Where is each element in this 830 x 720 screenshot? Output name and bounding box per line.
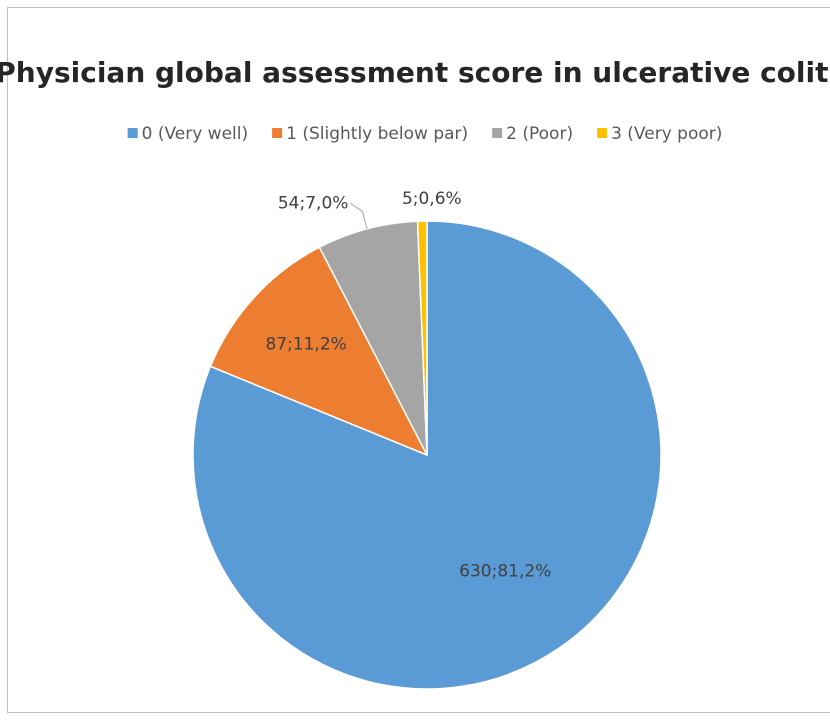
data-label: 54;7,0% <box>278 193 349 213</box>
legend-label: 1 (Slightly below par) <box>286 124 468 144</box>
legend-swatch <box>492 128 503 138</box>
legend-swatch <box>597 128 608 138</box>
legend-label: 0 (Very well) <box>142 124 249 144</box>
pie-slice <box>416 220 428 456</box>
pie-slice <box>209 246 429 457</box>
legend-label: 3 (Very poor) <box>611 124 722 144</box>
data-label: 87;11,2% <box>265 334 346 354</box>
leader-line <box>350 202 368 229</box>
legend-swatch <box>272 128 283 138</box>
data-label: 630;81,2% <box>459 562 551 582</box>
legend-swatch <box>127 128 138 138</box>
data-label: 5;0,6% <box>402 189 462 209</box>
legend-label: 2 (Poor) <box>506 124 573 144</box>
chart-title: Physician global assessment score in ulc… <box>0 56 830 89</box>
pie-slice <box>318 220 428 456</box>
